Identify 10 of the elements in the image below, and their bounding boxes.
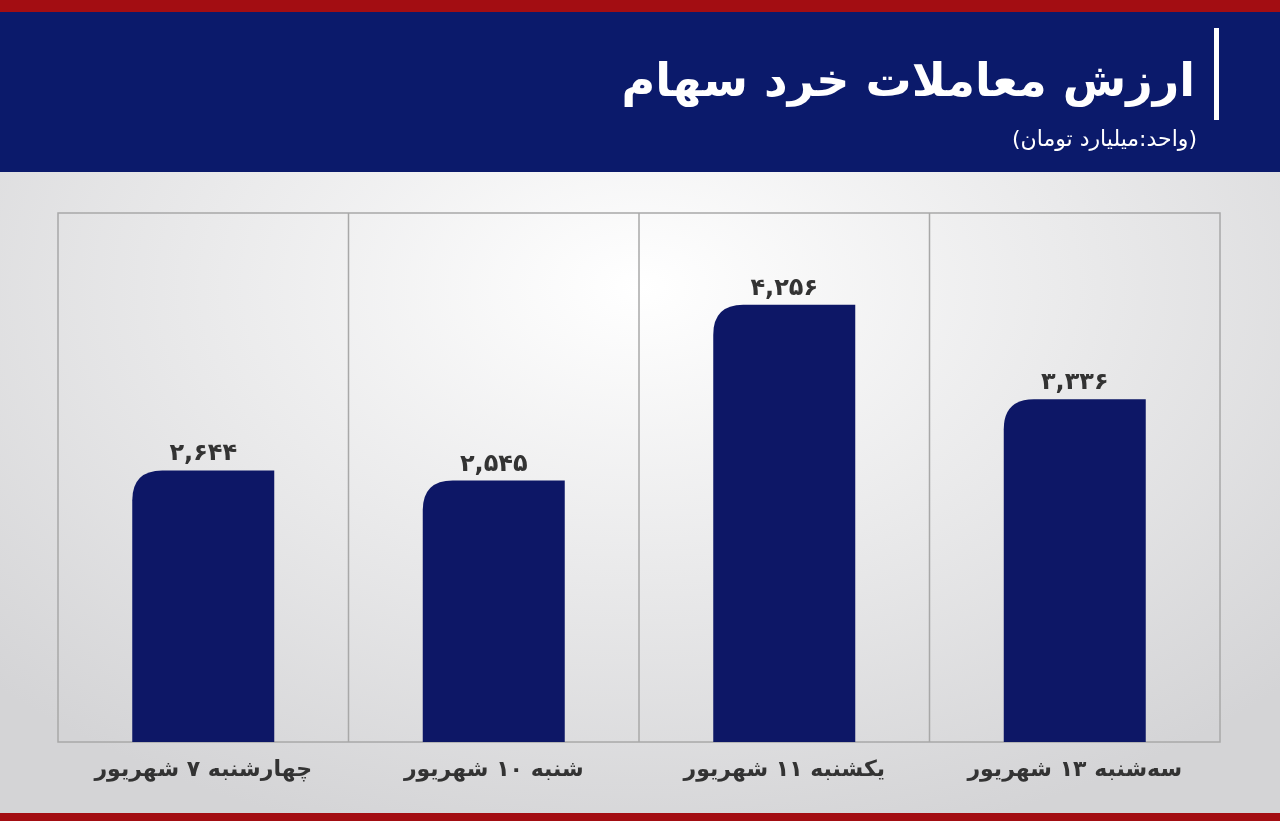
data-label: ۲,۵۴۵ (459, 448, 528, 477)
x-tick-label: سه‌شنبه ۱۳ شهریور (966, 756, 1183, 782)
x-tick-label: شنبه ۱۰ شهریور (402, 756, 584, 782)
data-label: ۴,۲۵۶ (750, 272, 819, 301)
x-tick-label: یکشنبه ۱۱ شهریور (682, 756, 885, 782)
x-tick-label: چهارشنبه ۷ شهریور (93, 756, 313, 782)
data-label: ۲,۶۴۴ (169, 438, 238, 467)
data-label: ۳,۳۳۶ (1040, 367, 1109, 396)
chart-title: ارزش معاملات خرد سهام (621, 53, 1195, 107)
chart-subtitle: (واحد:میلیارد تومان) (1011, 126, 1197, 151)
